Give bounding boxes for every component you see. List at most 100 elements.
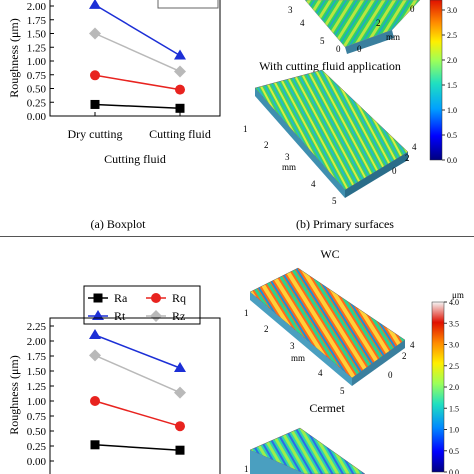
bottom-colorbar-unit: μm [452, 290, 464, 300]
surface-wc-side-front [352, 340, 405, 386]
surface-side-left [255, 88, 345, 198]
data-point [174, 362, 186, 372]
data-point [89, 349, 101, 362]
data-point [174, 386, 186, 399]
bottom-y-axis-label: Roughness (μm) [7, 355, 21, 434]
upper-axis-4: 4 [300, 18, 305, 28]
y-tick-label: 0.50 [27, 84, 47, 96]
y-tick-label: 1.00 [27, 56, 47, 68]
y-tick-label: 0.00 [27, 456, 47, 468]
surface-side-front [345, 152, 408, 198]
colorbar-tick-label: 3.0 [449, 341, 459, 350]
data-point [89, 0, 101, 9]
series-line-rq [94, 400, 181, 427]
surface-dry-side [345, 30, 394, 54]
y-tick-label: 1.75 [27, 351, 47, 363]
colorbar-tick-label: 1.0 [447, 106, 457, 115]
top-legend-box-fragment [157, 0, 219, 9]
colorbar-tick-label: 3.5 [449, 319, 459, 328]
data-point [90, 99, 100, 109]
legend-rq: Rq [146, 291, 186, 305]
y-tick-label: 1.75 [27, 15, 47, 27]
surface-title-cermet: Cermet [309, 401, 345, 415]
upper-axis-0b: 0 [357, 44, 362, 54]
colorbar-tick-label: 0.5 [449, 447, 459, 456]
lower-axis-2: 2 [264, 140, 269, 150]
y-tick-label: 2.00 [27, 1, 47, 13]
colorbar-tick-label: 1.5 [449, 404, 459, 413]
x-tick-label: Cutting fluid [149, 127, 211, 141]
upper-axis-3: 3 [288, 5, 293, 15]
data-point [174, 65, 186, 78]
data-point [175, 445, 185, 455]
bottom-plot-frame [49, 317, 221, 474]
lower-axis-3: 3 [285, 152, 290, 162]
upper-axis-0: 0 [336, 44, 341, 54]
upper-axis-mm: mm [386, 32, 400, 42]
y-tick-label: 0.25 [27, 441, 47, 453]
top-y-axis-label: Roughness (μm) [7, 18, 21, 97]
lower-axis-mm: mm [282, 162, 296, 172]
top-x-axis-label: Cutting fluid [104, 152, 166, 166]
top-colorbar-ticks: 0.0 0.5 1.0 1.5 2.0 2.5 3.0 [442, 6, 457, 165]
cermet-axis-1: 1 [244, 464, 249, 474]
series-line-ra [94, 444, 181, 451]
y-tick-label: 0.75 [27, 411, 47, 423]
legend-ra: Ra [88, 291, 128, 305]
lower-axis-4: 4 [311, 179, 316, 189]
wc-axis-1: 1 [244, 308, 249, 318]
lower-axis-r0: 0 [392, 166, 397, 176]
y-tick-label: 0.25 [27, 97, 47, 109]
y-tick-label: 1.50 [27, 366, 47, 378]
wc-axis-mm: mm [291, 353, 305, 363]
lower-axis-r4: 4 [412, 142, 417, 152]
series-line-rt [94, 334, 181, 369]
y-tick-label: 2.25 [27, 321, 47, 333]
colorbar-tick-label: 2.0 [449, 383, 459, 392]
wc-axis-r0: 0 [388, 370, 393, 380]
y-tick-label: 0.00 [27, 111, 47, 123]
colorbar-tick-label: 0.5 [447, 131, 457, 140]
colorbar-tick-label: 2.5 [447, 31, 457, 40]
bottom-colorbar-ticks: 0.0 0.5 1.0 1.5 2.0 2.5 3.0 3.5 4.0 [444, 298, 459, 474]
data-point [90, 396, 100, 406]
bottom-series-layer [89, 329, 186, 455]
surface-title-cutting-fluid: With cutting fluid application [259, 59, 401, 73]
data-point [175, 103, 185, 113]
data-point [90, 70, 100, 81]
legend-rt-label: Rt [114, 309, 126, 323]
x-tick-label: Dry cutting [68, 127, 123, 141]
data-point [175, 421, 185, 432]
top-x-axis-ticks: Dry cutting Cutting fluid [68, 112, 211, 141]
series-line-0 [94, 103, 181, 110]
lower-axis-r2: 2 [405, 153, 410, 163]
data-point [175, 84, 185, 95]
colorbar-tick-label: 2.0 [447, 56, 457, 65]
legend-rq-label: Rq [172, 291, 186, 305]
top-y-axis-ticks: 0.00 0.250.50 0.75 1.00 1.251.50 1.75 2.00 [27, 1, 54, 123]
panel-divider [0, 236, 474, 237]
top-colorbar [429, 0, 443, 161]
y-tick-label: 1.00 [27, 396, 47, 408]
y-tick-label: 1.25 [27, 381, 47, 393]
caption-b: (b) Primary surfaces [296, 217, 394, 231]
colorbar-tick-label: 0.0 [449, 468, 459, 474]
wc-axis-5: 5 [340, 386, 345, 396]
y-tick-label: 1.25 [27, 42, 47, 54]
lower-axis-5: 5 [332, 196, 337, 206]
surface-title-wc: WC [320, 247, 339, 261]
upper-axis-2: 2 [376, 18, 381, 28]
series-line-1 [94, 74, 181, 91]
lower-axis-1: 1 [243, 124, 248, 134]
wc-axis-3: 3 [290, 341, 295, 351]
data-point [89, 329, 101, 339]
series-line-2 [94, 4, 181, 57]
legend-ra-label: Ra [114, 291, 128, 305]
colorbar-tick-label: 0.0 [447, 156, 457, 165]
colorbar-tick-label: 4.0 [449, 298, 459, 307]
data-point [89, 27, 101, 40]
